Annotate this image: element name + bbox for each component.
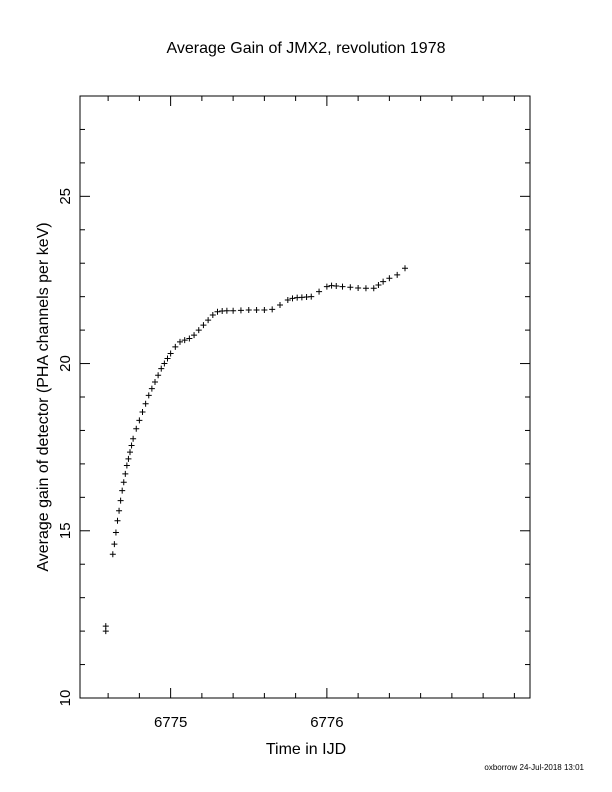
data-point [152, 378, 158, 385]
data-point [130, 435, 137, 442]
data-point [200, 322, 207, 329]
data-point [120, 479, 127, 486]
y-tick-label: 15 [57, 522, 74, 539]
data-point [123, 462, 130, 469]
data-point [205, 317, 212, 324]
x-tick-label: 6775 [154, 714, 187, 731]
data-point [181, 337, 188, 344]
data-point [237, 307, 244, 314]
data-point [339, 283, 346, 290]
data-point [245, 307, 252, 314]
y-tick-label: 25 [57, 188, 74, 205]
x-axis-tick-labels: 6775 6776 [154, 714, 344, 731]
chart-title: Average Gain of JMX2, revolution 1978 [167, 40, 446, 57]
data-point [386, 275, 393, 282]
data-point [230, 307, 237, 314]
x-axis-ticks [107, 96, 515, 698]
data-point [111, 541, 118, 548]
data-point [102, 628, 109, 635]
data-point [116, 507, 123, 514]
data-point [172, 343, 179, 350]
data-point [142, 400, 149, 407]
y-axis-label: Average gain of detector (PHA channels p… [35, 222, 52, 571]
data-point [109, 551, 116, 558]
data-point [269, 306, 276, 313]
data-point [261, 307, 268, 314]
data-point [127, 449, 133, 456]
data-point [323, 283, 330, 290]
data-point [114, 517, 121, 524]
data-point [191, 332, 198, 339]
plot-frame [79, 95, 531, 699]
data-point [139, 409, 146, 416]
y-tick-label: 10 [57, 690, 74, 707]
data-point [102, 623, 109, 630]
data-point [347, 284, 354, 291]
data-point [161, 360, 168, 367]
data-point [186, 335, 193, 342]
data-point [209, 312, 216, 319]
data-point [119, 487, 126, 494]
data-point [195, 327, 202, 334]
data-point [112, 529, 119, 536]
x-tick-label: 6776 [310, 714, 343, 731]
data-point [155, 372, 162, 379]
data-point [167, 350, 174, 357]
data-point [355, 284, 362, 291]
data-point [145, 392, 152, 399]
data-point [333, 282, 340, 289]
data-point [148, 385, 155, 392]
data-point [136, 417, 143, 424]
data-point [117, 497, 124, 504]
timestamp-stamp: oxborrow 24-Jul-2018 13:01 [484, 763, 584, 772]
data-point [223, 307, 230, 314]
data-point [362, 285, 369, 292]
y-tick-label: 20 [57, 355, 74, 372]
data-point [125, 455, 132, 462]
data-point [253, 307, 260, 314]
data-point [402, 265, 408, 272]
data-point [284, 297, 291, 304]
data-point [308, 293, 315, 300]
data-point [177, 338, 183, 345]
data-point [128, 442, 135, 449]
data-point [158, 365, 165, 372]
y-axis-ticks [80, 95, 530, 699]
data-point [164, 355, 171, 362]
data-point [214, 308, 221, 315]
data-point [394, 271, 401, 278]
data-point [375, 281, 382, 288]
data-point [316, 288, 323, 295]
data-point [122, 470, 129, 477]
data-point [289, 295, 296, 302]
x-axis-label: Time in IJD [266, 741, 346, 758]
y-axis-tick-labels: 10 15 20 25 [57, 188, 74, 706]
data-point [380, 278, 387, 285]
data-point [277, 302, 283, 309]
data-point [370, 285, 377, 292]
data-point [133, 425, 140, 432]
data-points [102, 265, 408, 635]
